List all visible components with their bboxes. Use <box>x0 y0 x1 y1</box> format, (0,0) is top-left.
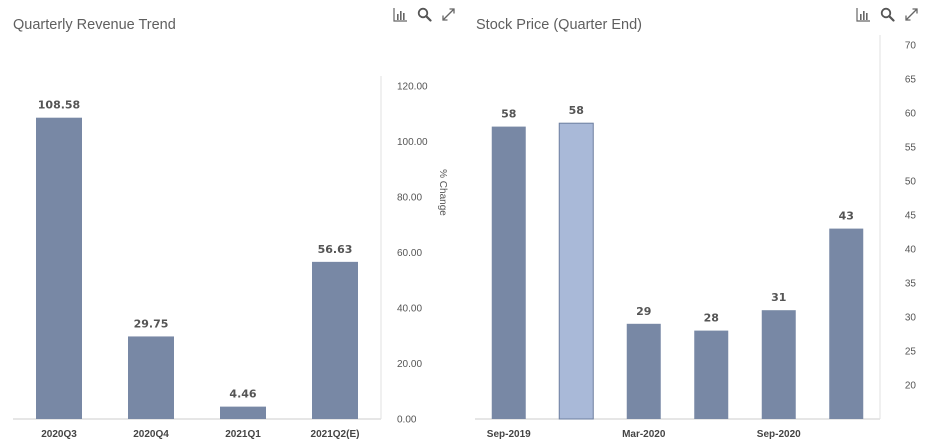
x-tick-label: 2021Q1 <box>225 429 261 440</box>
bar-chart-icon[interactable] <box>856 7 871 22</box>
y-tick-label: 20.00 <box>397 359 422 370</box>
revenue-chart-panel: Quarterly Revenue Trend 108.58 2020Q3 29.7… <box>0 0 466 448</box>
data-label: 58 <box>501 108 516 121</box>
y-tick-label: 70 <box>905 41 917 52</box>
data-label: 4.46 <box>229 388 256 401</box>
x-tick-label: 2021Q2(E) <box>311 429 360 440</box>
bar <box>491 126 526 419</box>
data-label: 28 <box>704 312 719 325</box>
y-tick-label: 55 <box>905 143 917 154</box>
data-label: 108.58 <box>38 99 80 112</box>
y-tick-label: 0.00 <box>397 415 417 426</box>
search-icon[interactable] <box>880 7 895 22</box>
y-tick-label: 50 <box>905 177 917 188</box>
y-tick-label: 60 <box>905 109 917 120</box>
bar <box>761 310 796 419</box>
y-tick-label: 65 <box>905 75 917 86</box>
data-label: 56.63 <box>318 243 353 256</box>
bar <box>694 330 729 419</box>
chart-toolbar <box>393 7 456 22</box>
y-tick-label: 30 <box>905 313 917 324</box>
stock-price-chart-panel: Stock Price (Quarter End) 58 Sep-2019 58 29… <box>466 0 933 448</box>
y-axis-title: % Change <box>437 169 448 216</box>
stock-price-bar-chart: 58 Sep-2019 58 29 Mar-2020 28 31 Sep-2020 43 20 25… <box>475 35 917 440</box>
y-tick-label: 100.00 <box>397 137 428 148</box>
x-tick-label: 2020Q3 <box>41 429 77 440</box>
expand-icon[interactable] <box>904 7 919 22</box>
chart-title: Quarterly Revenue Trend <box>13 17 176 33</box>
revenue-bar-chart: 108.58 2020Q3 29.75 2020Q4 4.46 2021Q1 56.63 20… <box>13 76 448 440</box>
bar-chart-icon[interactable] <box>393 7 408 22</box>
x-tick-label: Sep-2019 <box>487 429 531 440</box>
bar <box>829 228 864 419</box>
y-tick-label: 40.00 <box>397 304 422 315</box>
bar <box>128 336 174 419</box>
y-tick-label: 20 <box>905 381 917 392</box>
data-label: 43 <box>839 210 854 223</box>
search-icon[interactable] <box>417 7 432 22</box>
bar <box>36 117 82 420</box>
chart-toolbar <box>856 7 919 22</box>
data-label: 29 <box>636 305 651 318</box>
y-tick-label: 60.00 <box>397 248 422 259</box>
chart-title: Stock Price (Quarter End) <box>476 17 642 33</box>
expand-icon[interactable] <box>441 7 456 22</box>
data-label: 29.75 <box>134 317 169 330</box>
y-tick-label: 80.00 <box>397 193 422 204</box>
y-tick-label: 40 <box>905 245 917 256</box>
data-label: 31 <box>771 291 786 304</box>
bar <box>312 261 358 419</box>
x-tick-label: 2020Q4 <box>133 429 169 440</box>
bar <box>626 323 661 419</box>
bar <box>220 406 266 419</box>
y-tick-label: 25 <box>905 347 917 358</box>
data-label: 58 <box>569 104 584 117</box>
x-tick-label: Mar-2020 <box>622 429 666 440</box>
y-tick-label: 35 <box>905 279 917 290</box>
y-tick-label: 45 <box>905 211 917 222</box>
x-tick-label: Sep-2020 <box>757 429 801 440</box>
y-tick-label: 120.00 <box>397 82 428 93</box>
bar <box>558 122 594 420</box>
